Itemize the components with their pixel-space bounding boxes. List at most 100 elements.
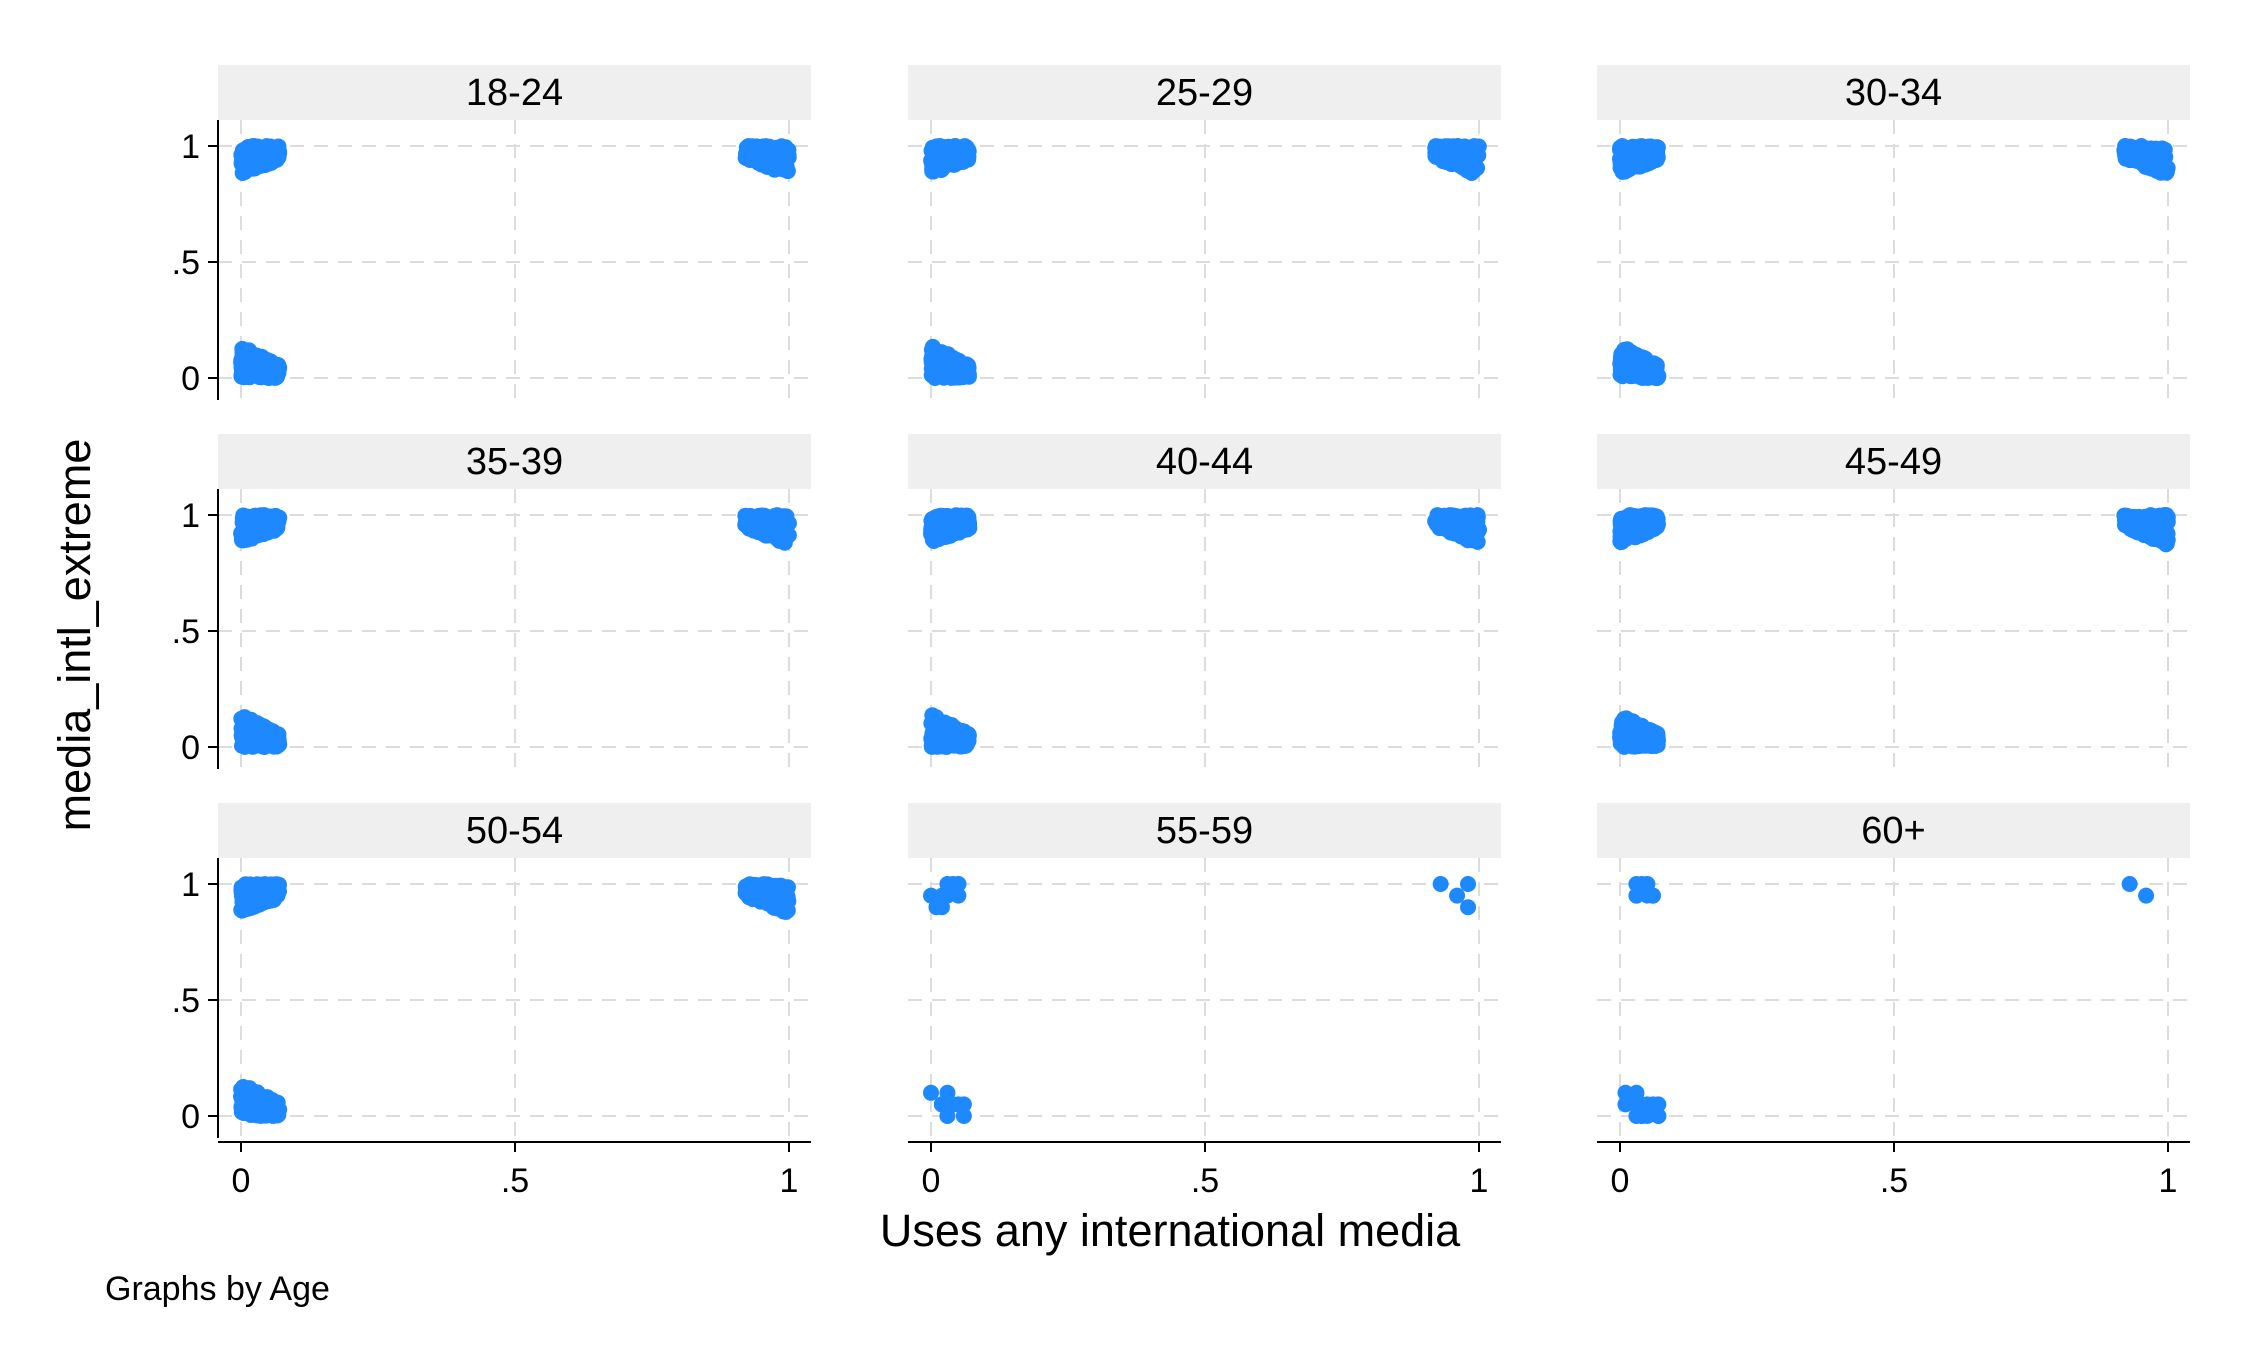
data-point — [234, 737, 251, 754]
data-point — [1618, 348, 1635, 365]
data-point — [237, 142, 254, 159]
data-point — [1615, 139, 1632, 156]
panel-strip — [908, 803, 1501, 858]
data-point — [937, 508, 954, 525]
data-point — [1628, 1084, 1645, 1101]
data-point — [1637, 368, 1654, 385]
data-point — [938, 735, 955, 752]
data-point — [1644, 887, 1661, 904]
panel-55-59: 55-59 0 .5 1 — [908, 803, 1501, 1200]
x-tick-label: 0 — [232, 1162, 251, 1200]
x-tick-label: 0 — [922, 1162, 941, 1200]
data-point — [1634, 511, 1651, 528]
graphs-note: Graphs by Age — [105, 1270, 330, 1308]
data-point — [1456, 138, 1473, 155]
data-point — [950, 876, 967, 892]
data-point — [247, 1101, 264, 1118]
data-point — [741, 150, 758, 167]
y-tick-label: .5 — [172, 982, 200, 1020]
data-point — [929, 149, 946, 166]
data-point — [778, 508, 795, 525]
panel-strip — [218, 65, 811, 120]
data-point — [949, 143, 966, 160]
data-point — [924, 531, 941, 548]
panel-strip-label: 18-24 — [466, 72, 563, 114]
data-point — [1633, 876, 1650, 892]
data-point — [268, 357, 285, 374]
y-tick-label: 0 — [181, 1098, 200, 1136]
data-point — [2156, 141, 2173, 158]
data-point — [2129, 509, 2146, 526]
data-point — [249, 737, 266, 754]
data-point — [750, 515, 767, 532]
panel-40-44: 40-44 — [908, 434, 1501, 773]
data-point — [1448, 512, 1465, 529]
panel-strip-label: 55-59 — [1156, 810, 1253, 852]
data-point — [1463, 164, 1480, 181]
data-point — [1438, 153, 1455, 170]
data-point — [933, 899, 950, 916]
y-tick-label: 1 — [181, 866, 200, 904]
panel-35-39: 35-39 0 .5 1 — [172, 434, 811, 773]
x-tick-label: 1 — [1470, 1162, 1489, 1200]
data-point — [234, 156, 251, 173]
data-point — [761, 146, 778, 163]
data-point — [1617, 1096, 1634, 1113]
data-point — [264, 1092, 281, 1109]
data-point — [959, 731, 976, 748]
data-point — [1621, 718, 1638, 735]
data-point — [245, 719, 262, 736]
data-point — [1434, 513, 1451, 530]
data-point — [923, 1084, 939, 1101]
data-point — [925, 738, 942, 755]
data-point — [1460, 876, 1477, 892]
x-tick-label: .5 — [501, 1162, 529, 1200]
data-point — [957, 359, 974, 376]
panel-strip — [1597, 803, 2190, 858]
data-point — [1460, 899, 1477, 916]
data-point — [1441, 139, 1458, 156]
data-point — [933, 721, 950, 738]
panel-50-54: 50-54 0 .5 1 0 .5 1 — [172, 803, 811, 1200]
data-point — [2121, 876, 2138, 892]
panel-60plus: 60+ 0 .5 1 — [1597, 803, 2190, 1200]
panel-strip-label: 30-34 — [1845, 72, 1942, 114]
data-point — [770, 531, 787, 548]
y-tick-label: 0 — [181, 729, 200, 767]
data-point — [777, 152, 794, 169]
data-point — [248, 347, 265, 364]
data-point — [1638, 149, 1655, 166]
data-point — [933, 1096, 950, 1113]
data-point — [927, 346, 944, 363]
data-point — [1613, 510, 1630, 527]
panel-strip — [908, 65, 1501, 120]
data-point — [763, 511, 780, 528]
panel-strip-label: 50-54 — [466, 810, 563, 852]
data-point — [1618, 530, 1635, 547]
y-tick-label: 1 — [181, 128, 200, 166]
data-point — [765, 889, 782, 906]
data-point — [1620, 365, 1637, 382]
data-point — [1617, 1084, 1634, 1101]
data-point — [1636, 523, 1653, 540]
panel-strip-label: 60+ — [1861, 810, 1925, 852]
panel-strip-label: 40-44 — [1156, 441, 1253, 483]
x-tick-label: 1 — [2159, 1162, 2178, 1200]
panel-25-29: 25-29 — [908, 65, 1501, 404]
panel-strip-label: 25-29 — [1156, 72, 1253, 114]
y-axis-title: media_intl_extreme — [49, 439, 100, 832]
data-point — [1467, 508, 1484, 525]
x-axis-title: Uses any international media — [880, 1205, 1461, 1256]
data-point — [237, 531, 254, 548]
data-point — [2129, 150, 2146, 167]
data-point — [251, 896, 268, 913]
panels: 18-24 0 .5 1 25-29 30-34 35-39 0 .5 1 40-44 45-49 50… — [172, 65, 2190, 1200]
panel-30-34: 30-34 — [1597, 65, 2190, 404]
data-point — [1432, 876, 1449, 892]
panel-18-24: 18-24 0 .5 1 — [172, 65, 811, 404]
panel-strip-label: 35-39 — [466, 441, 563, 483]
y-tick-label: .5 — [172, 244, 200, 282]
x-tick-label: .5 — [1880, 1162, 1908, 1200]
data-point — [924, 707, 941, 724]
